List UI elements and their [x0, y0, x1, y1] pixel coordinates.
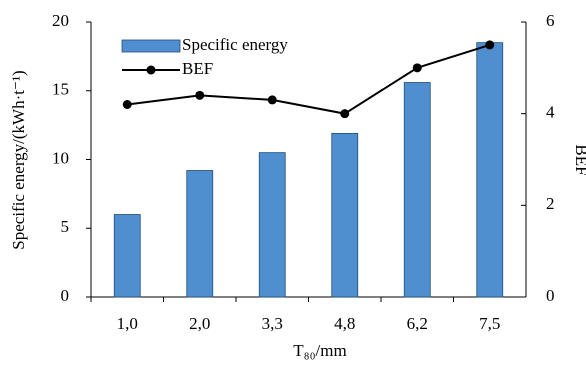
point — [195, 90, 205, 100]
legend-label: BEF — [182, 59, 213, 78]
bar — [113, 214, 141, 298]
y-tick-label: 15 — [52, 80, 69, 99]
bar — [258, 152, 286, 298]
y2-tick-label: 0 — [546, 286, 555, 305]
x-axis-label: T₈₀/mm — [293, 341, 346, 360]
y2-tick-label: 2 — [546, 194, 555, 213]
legend-label: Specific energy — [182, 35, 288, 54]
bar — [186, 170, 214, 298]
legend-marker — [146, 65, 156, 75]
x-tick-label: 3,3 — [262, 314, 283, 333]
y-tick-label: 20 — [52, 11, 69, 30]
bar — [476, 42, 504, 298]
x-tick-label: 1,0 — [117, 314, 138, 333]
point — [412, 63, 422, 73]
y-tick-label: 0 — [61, 286, 70, 305]
legend-swatch — [121, 39, 181, 53]
y2-tick-label: 6 — [546, 11, 555, 30]
y-tick-label: 10 — [52, 148, 69, 167]
point — [267, 95, 277, 105]
y-tick-label: 5 — [61, 217, 70, 236]
y-axis-label: Specific energy/(kWh·t⁻¹) — [9, 70, 28, 249]
x-tick-label: 6,2 — [407, 314, 428, 333]
x-tick-label: 7,5 — [479, 314, 500, 333]
bar — [331, 132, 359, 298]
x-tick-label: 4,8 — [334, 314, 355, 333]
x-tick-label: 2,0 — [189, 314, 210, 333]
y2-axis-label: BEF — [572, 144, 586, 175]
y2-tick-label: 4 — [546, 103, 555, 122]
bar — [403, 82, 431, 298]
point — [485, 40, 495, 50]
point — [122, 100, 132, 109]
line — [127, 43, 491, 115]
point — [340, 109, 350, 119]
